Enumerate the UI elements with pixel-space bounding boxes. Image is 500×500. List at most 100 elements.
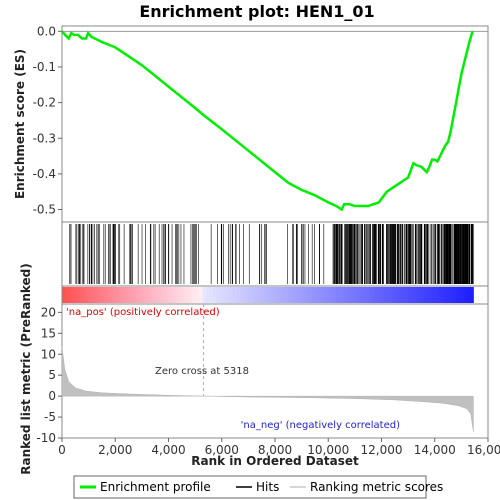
rank-bar-segment (175, 287, 180, 303)
es-y-tick-label: -0.1 (33, 60, 56, 74)
rank-bar-segment (432, 287, 437, 303)
rank-bar-segment (79, 287, 84, 303)
rank-bar-segment (277, 287, 282, 303)
rank-bar-segment (240, 287, 245, 303)
rank-bar-segment (120, 287, 125, 303)
rank-bar-segment (192, 287, 197, 303)
rank-bar-segment (140, 287, 145, 303)
rank-bar-segment (264, 287, 269, 303)
x-tick-label: 0 (58, 443, 66, 457)
rank-bar-segment (452, 287, 457, 303)
hit-marks (69, 224, 474, 284)
rank-bar-segment (339, 287, 344, 303)
rank-bar-segment (322, 287, 327, 303)
rank-bar-segment (360, 287, 365, 303)
rank-bar-segment (281, 287, 286, 303)
es-y-tick-label: -0.5 (33, 203, 56, 217)
na-pos-label: 'na_pos' (positively correlated) (66, 307, 220, 318)
rank-bar-segment (113, 287, 118, 303)
rank-bar-segment (319, 287, 324, 303)
x-tick-label: 4,000 (151, 443, 185, 457)
legend-enrichment-label: Enrichment profile (100, 480, 211, 494)
es-y-tick-label: -0.2 (33, 96, 56, 110)
rank-bar-segment (168, 287, 173, 303)
rank-bar-segment (144, 287, 149, 303)
rank-bar-segment (404, 287, 409, 303)
es-y-axis: 0.0 -0.1 -0.2 -0.3 -0.4 -0.5 (33, 24, 62, 217)
rank-bar-segment (332, 287, 337, 303)
rank-bar-segment (157, 287, 162, 303)
es-y-axis-title: Enrichment score (ES) (13, 49, 27, 199)
rank-bar-segment (356, 287, 361, 303)
rank-bar-segment (65, 287, 70, 303)
metric-panel-frame (61, 303, 489, 439)
rank-bar-segment (408, 287, 413, 303)
rank-bar-segment (209, 287, 214, 303)
rank-bar-segment (82, 287, 87, 303)
rank-bar-segment (291, 287, 296, 303)
rank-bar-segment (367, 287, 372, 303)
rank-bar-segment (346, 287, 351, 303)
rank-bar-segment (411, 287, 416, 303)
x-tick-label: 12,000 (361, 443, 403, 457)
rank-bar-segment (233, 287, 238, 303)
rank-bar-segment (96, 287, 101, 303)
rank-bar-segment (85, 287, 90, 303)
rank-bar-segment (236, 287, 241, 303)
rank-bar-segment (116, 287, 121, 303)
x-tick-label: 10,000 (307, 443, 349, 457)
rank-bar-segment (284, 287, 289, 303)
rank-bar-segment (72, 287, 77, 303)
metric-y-tick-label: 0 (48, 389, 56, 403)
rank-bar-segment (394, 287, 399, 303)
rank-bar-segment (226, 287, 231, 303)
metric-y-tick-label: -10 (36, 431, 56, 445)
rank-bar-segment (353, 287, 358, 303)
rank-bar-segment (370, 287, 375, 303)
rank-bar-segment (171, 287, 176, 303)
rank-bar-segment (469, 287, 474, 303)
rank-bar-segment (62, 287, 66, 303)
rank-bar-segment (188, 287, 193, 303)
rank-bar-segment (109, 287, 114, 303)
rank-bar-segment (202, 287, 207, 303)
rank-bar-segment (271, 287, 276, 303)
ranking-color-bar (62, 287, 474, 303)
rank-bar-segment (439, 287, 444, 303)
rank-bar-segment (380, 287, 385, 303)
rank-bar-segment (349, 287, 354, 303)
x-axis: 0 2,000 4,000 6,000 8,000 10,000 12,000 14,000 1… (58, 438, 500, 457)
rank-bar-segment (247, 287, 252, 303)
rank-bar-segment (223, 287, 228, 303)
es-y-tick-label: -0.4 (33, 167, 56, 181)
rank-bar-segment (212, 287, 217, 303)
rank-bar-segment (185, 287, 190, 303)
rank-bar-segment (305, 287, 310, 303)
rank-bar-segment (257, 287, 262, 303)
rank-bar-segment (308, 287, 313, 303)
rank-bar-segment (418, 287, 423, 303)
rank-bar-segment (250, 287, 255, 303)
rank-bar-segment (130, 287, 135, 303)
rank-bar-segment (68, 287, 73, 303)
x-tick-label: 8,000 (258, 443, 292, 457)
x-tick-label: 14,000 (414, 443, 456, 457)
rank-bar-segment (301, 287, 306, 303)
rank-bar-segment (343, 287, 348, 303)
rank-bar-segment (181, 287, 186, 303)
rank-bar-segment (415, 287, 420, 303)
rank-bar-segment (154, 287, 159, 303)
rank-bar-segment (123, 287, 128, 303)
rank-bar-segment (449, 287, 454, 303)
metric-y-tick-label: 20 (41, 305, 56, 319)
x-axis-title: Rank in Ordered Dataset (191, 454, 359, 468)
rank-bar-segment (315, 287, 320, 303)
rank-bar-segment (336, 287, 341, 303)
rank-bar-segment (133, 287, 138, 303)
rank-bar-segment (216, 287, 221, 303)
rank-bar-segment (267, 287, 272, 303)
rank-bar-segment (92, 287, 97, 303)
na-neg-label: 'na_neg' (negatively correlated) (241, 420, 400, 431)
enrichment-profile-line (61, 30, 474, 212)
